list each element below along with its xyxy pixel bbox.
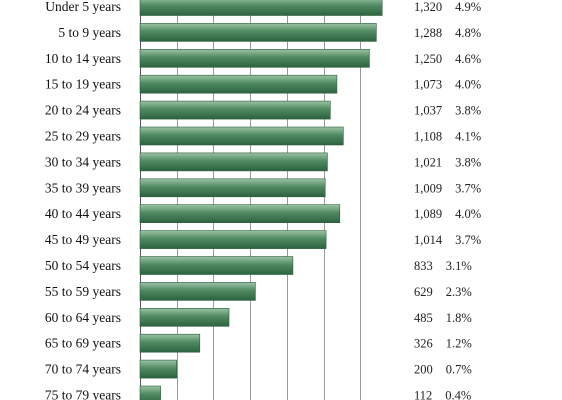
bar-2: [139, 48, 370, 68]
category-label: 40 to 44 years: [45, 206, 121, 221]
bar-10: [139, 256, 294, 275]
value-label: 1,288: [414, 26, 442, 40]
category-label: 25 to 29 years: [45, 129, 121, 144]
percent-label: 0.4%: [445, 389, 471, 400]
bar-0: [139, 0, 383, 16]
percent-label: 1.8%: [446, 311, 472, 325]
value-label: 1,250: [414, 52, 442, 66]
value-label: 485: [414, 311, 433, 325]
bar-3: [139, 74, 338, 94]
category-label: 15 to 19 years: [45, 77, 121, 92]
value-label: 629: [414, 285, 433, 299]
category-label: 10 to 14 years: [45, 51, 121, 66]
bar-1: [139, 23, 377, 42]
percent-label: 3.1%: [446, 259, 472, 273]
percent-label: 4.0%: [455, 78, 481, 92]
value-label: 1,014: [414, 233, 443, 247]
percent-label: 4.0%: [455, 207, 481, 221]
value-label: 1,021: [414, 155, 442, 169]
bar-9: [139, 230, 327, 249]
bar-13: [139, 333, 201, 353]
category-label: Under 5 years: [45, 0, 121, 14]
category-labels: Under 5 years 5 to 9 years 10 to 14 years 1…: [45, 0, 121, 400]
bar-8: [139, 204, 341, 223]
percent-label: 1.2%: [446, 337, 472, 351]
bar-14: [139, 359, 178, 379]
category-label: 5 to 9 years: [58, 25, 121, 40]
percent-label: 3.8%: [455, 104, 481, 118]
value-label: 1,073: [414, 78, 442, 92]
value-label: 1,037: [414, 104, 442, 118]
percent-label: 2.3%: [446, 285, 472, 299]
value-label: 1,089: [414, 207, 442, 221]
category-label: 65 to 69 years: [45, 336, 121, 351]
percent-label: 4.1%: [455, 130, 481, 144]
value-label: 326: [414, 337, 433, 351]
value-label: 1,009: [414, 181, 442, 195]
category-label: 60 to 64 years: [45, 310, 121, 325]
value-label: 1,320: [414, 0, 442, 14]
percent-label: 4.8%: [455, 26, 481, 40]
percent-label: 3.7%: [455, 233, 481, 247]
percent-label: 4.6%: [455, 52, 481, 66]
value-label: 200: [414, 363, 433, 377]
bar-7: [139, 178, 326, 198]
percent-label: 3.7%: [455, 181, 481, 195]
value-labels: 1,320 4.9% 1,288 4.8% 1,250 4.6% 1,073 4.0% 1,03…: [414, 0, 481, 400]
category-label: 30 to 34 years: [45, 154, 121, 169]
bar-15: [139, 385, 161, 400]
bars: [139, 0, 383, 400]
category-label: 55 to 59 years: [45, 284, 121, 299]
percent-label: 0.7%: [446, 363, 472, 377]
percent-label: 4.9%: [455, 0, 481, 14]
bar-6: [139, 152, 328, 172]
category-label: 35 to 39 years: [45, 180, 121, 195]
bar-12: [139, 307, 230, 327]
percent-label: 3.8%: [455, 155, 481, 169]
bar-11: [139, 282, 256, 301]
category-label: 75 to 79 years: [45, 388, 121, 400]
value-label: 1,108: [414, 130, 442, 144]
bar-4: [139, 100, 331, 120]
category-label: 45 to 49 years: [45, 232, 121, 247]
category-label: 20 to 24 years: [45, 103, 121, 118]
bar-5: [139, 126, 344, 146]
value-label: 112: [414, 389, 432, 400]
category-label: 50 to 54 years: [45, 258, 121, 273]
value-label: 833: [414, 259, 433, 273]
category-label: 70 to 74 years: [45, 362, 121, 377]
